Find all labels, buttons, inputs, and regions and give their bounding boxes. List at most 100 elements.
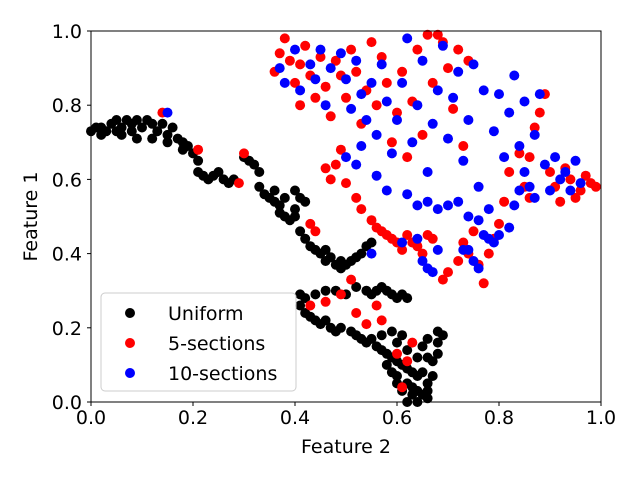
- scatter-point: [330, 55, 341, 66]
- scatter-point: [295, 100, 306, 111]
- scatter-point: [478, 85, 489, 96]
- scatter-point: [443, 63, 453, 74]
- scatter-point: [305, 300, 316, 311]
- scatter-point: [392, 371, 402, 381]
- scatter-point: [575, 178, 586, 189]
- scatter-point: [453, 66, 464, 77]
- scatter-point: [290, 185, 300, 196]
- scatter-point: [147, 133, 158, 144]
- scatter-point: [397, 244, 408, 255]
- scatter-point: [437, 274, 448, 285]
- scatter-point: [351, 282, 362, 292]
- scatter-point: [167, 122, 178, 133]
- scatter-point: [458, 141, 469, 151]
- scatter-point: [366, 215, 377, 226]
- scatter-point: [290, 77, 300, 88]
- scatter-point: [392, 115, 402, 125]
- scatter-point: [463, 211, 474, 222]
- scatter-point: [386, 326, 397, 337]
- scatter-point: [147, 118, 158, 129]
- scatter-point: [371, 129, 382, 140]
- scatter-point: [351, 66, 362, 77]
- scatter-point: [300, 233, 311, 244]
- scatter-point: [366, 248, 377, 259]
- scatter-point: [417, 55, 428, 66]
- scatter-point: [504, 222, 515, 233]
- scatter-point: [392, 107, 402, 118]
- y-tick-label: 0.0: [52, 392, 82, 414]
- scatter-point: [422, 333, 433, 344]
- scatter-point: [560, 167, 571, 177]
- scatter-point: [397, 237, 408, 248]
- series-0: [86, 115, 448, 407]
- scatter-point: [335, 289, 346, 300]
- series-2: [162, 33, 586, 278]
- scatter-point: [162, 129, 173, 140]
- scatter-point: [529, 192, 540, 203]
- scatter-point: [397, 66, 408, 77]
- scatter-point: [432, 326, 443, 337]
- scatter-point: [300, 40, 311, 51]
- scatter-point: [351, 192, 362, 203]
- scatter-point: [427, 371, 438, 381]
- scatter-point: [453, 44, 464, 55]
- scatter-point: [448, 92, 459, 103]
- legend-label: Uniform: [168, 303, 244, 325]
- scatter-point: [366, 333, 377, 344]
- scatter-point: [320, 81, 331, 92]
- y-tick-label: 0.2: [52, 318, 82, 340]
- scatter-point: [443, 267, 453, 278]
- scatter-point: [437, 40, 448, 51]
- scatter-point: [295, 85, 306, 96]
- scatter-point: [152, 126, 163, 137]
- x-axis-label: Feature 2: [301, 436, 391, 458]
- scatter-point: [432, 85, 443, 96]
- scatter-point: [545, 185, 555, 196]
- scatter-point: [402, 345, 413, 356]
- scatter-point: [131, 115, 142, 125]
- scatter-point: [432, 29, 443, 40]
- scatter-point: [254, 181, 265, 192]
- scatter-point: [427, 267, 438, 278]
- scatter-point: [499, 196, 510, 207]
- scatter-point: [417, 256, 428, 266]
- scatter-point: [279, 33, 290, 44]
- scatter-point: [402, 189, 413, 200]
- scatter-point: [341, 92, 351, 103]
- y-axis-ticks: 0.0 0.2 0.4 0.6 0.8 1.0: [52, 21, 91, 414]
- scatter-point: [545, 167, 555, 177]
- legend-label: 10-sections: [168, 363, 277, 385]
- scatter-point: [193, 155, 204, 166]
- scatter-point: [514, 148, 525, 159]
- scatter-point: [417, 341, 428, 352]
- scatter-point: [524, 181, 535, 192]
- scatter-point: [126, 126, 137, 137]
- scatter-point: [356, 89, 367, 100]
- scatter-point: [412, 200, 423, 211]
- scatter-point: [269, 185, 280, 196]
- scatter-point: [580, 170, 591, 181]
- scatter-point: [351, 159, 362, 170]
- scatter-point: [529, 122, 540, 133]
- legend-marker: [125, 338, 135, 348]
- scatter-point: [432, 337, 443, 348]
- scatter-point: [320, 163, 331, 174]
- scatter-point: [361, 115, 372, 125]
- scatter-point: [468, 59, 479, 70]
- scatter-point: [366, 77, 377, 88]
- scatter-point: [111, 115, 122, 125]
- scatter-point: [422, 29, 433, 40]
- scatter-point: [177, 144, 188, 155]
- scatter-point: [341, 74, 351, 85]
- scatter-point: [565, 185, 576, 196]
- scatter-point: [422, 393, 433, 404]
- scatter-point: [432, 244, 443, 255]
- scatter-point: [494, 218, 504, 229]
- scatter-point: [443, 133, 453, 144]
- scatter-point: [453, 196, 464, 207]
- scatter-point: [249, 159, 260, 170]
- x-tick-label: 0.0: [76, 407, 106, 429]
- scatter-point: [432, 204, 443, 215]
- scatter-point: [284, 55, 295, 66]
